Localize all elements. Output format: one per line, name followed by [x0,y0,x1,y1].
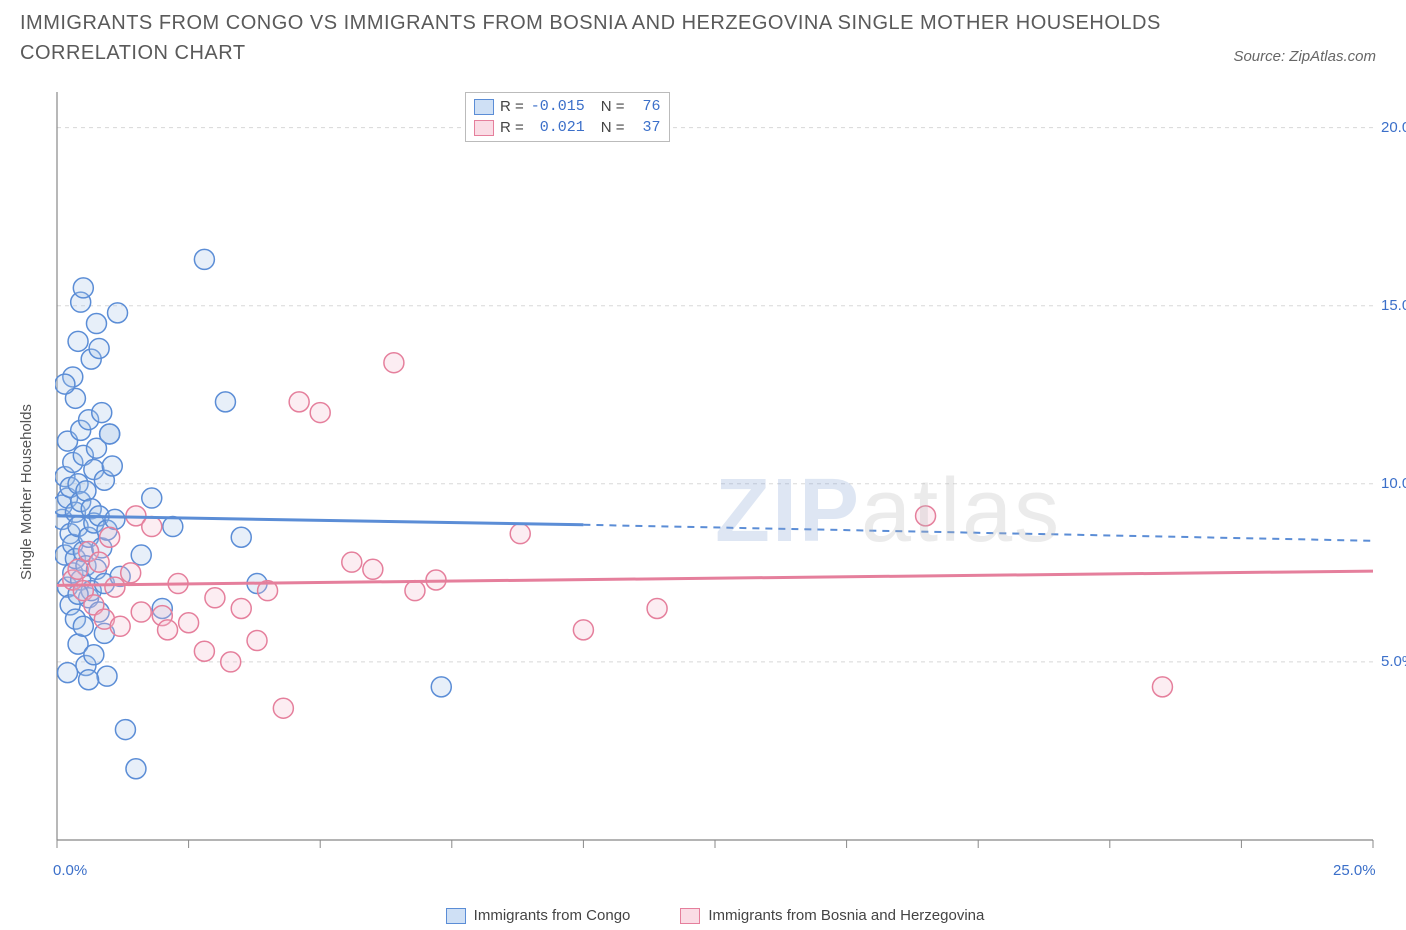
stat-r-label: R = [500,96,524,117]
stat-n-value: 76 [631,96,661,117]
stats-row: R = 0.021 N = 37 [474,117,661,138]
stat-n-value: 37 [631,117,661,138]
stat-r-label: R = [500,117,524,138]
x-tick-label: 25.0% [1333,862,1376,879]
legend-item: Immigrants from Congo [446,907,631,924]
swatch-icon [680,908,700,924]
y-tick-label: 15.0% [1381,297,1406,314]
scatter-chart-svg [55,90,1375,860]
stat-n-label: N = [601,96,625,117]
source-attribution: Source: ZipAtlas.com [1233,48,1376,65]
stat-r-value: 0.021 [530,117,585,138]
legend-item: Immigrants from Bosnia and Herzegovina [680,907,984,924]
swatch-icon [446,908,466,924]
y-tick-label: 10.0% [1381,475,1406,492]
y-tick-label: 20.0% [1381,119,1406,136]
x-tick-label: 0.0% [53,862,87,879]
plot-area: ZIPatlas R =-0.015N =76R =0.021N =37 [55,90,1375,860]
correlation-stats-legend: R = -0.015 N = 76 R = 0.021 N = 37 [465,92,670,142]
series-legend: Immigrants from Congo Immigrants from Bos… [55,907,1375,924]
swatch-icon [474,120,494,136]
stats-row: R = -0.015 N = 76 [474,96,661,117]
y-tick-label: 5.0% [1381,653,1406,670]
chart-title: IMMIGRANTS FROM CONGO VS IMMIGRANTS FROM… [20,8,1186,68]
legend-label: Immigrants from Bosnia and Herzegovina [708,907,984,924]
stat-n-label: N = [601,117,625,138]
legend-label: Immigrants from Congo [474,907,631,924]
swatch-icon [474,99,494,115]
y-axis-label: Single Mother Households [18,404,35,580]
stat-r-value: -0.015 [530,96,585,117]
